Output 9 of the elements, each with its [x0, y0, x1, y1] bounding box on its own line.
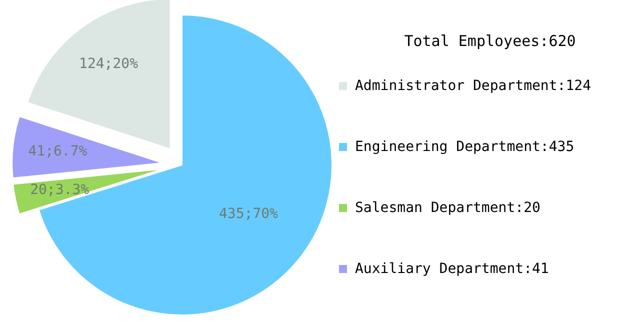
legend-label: Auxiliary Department:41 [355, 261, 549, 277]
data-label: 435;70% [218, 206, 279, 222]
legend-title: Total Employees:620 [404, 32, 576, 50]
legend-label: Salesman Department:20 [355, 200, 540, 216]
data-label: 41;6.7% [28, 144, 88, 160]
legend-label: Administrator Department:124 [355, 78, 592, 94]
data-label: 20;3.3% [30, 182, 90, 198]
legend-label: Engineering Department:435 [355, 139, 574, 155]
data-label: 124;20% [79, 56, 139, 72]
